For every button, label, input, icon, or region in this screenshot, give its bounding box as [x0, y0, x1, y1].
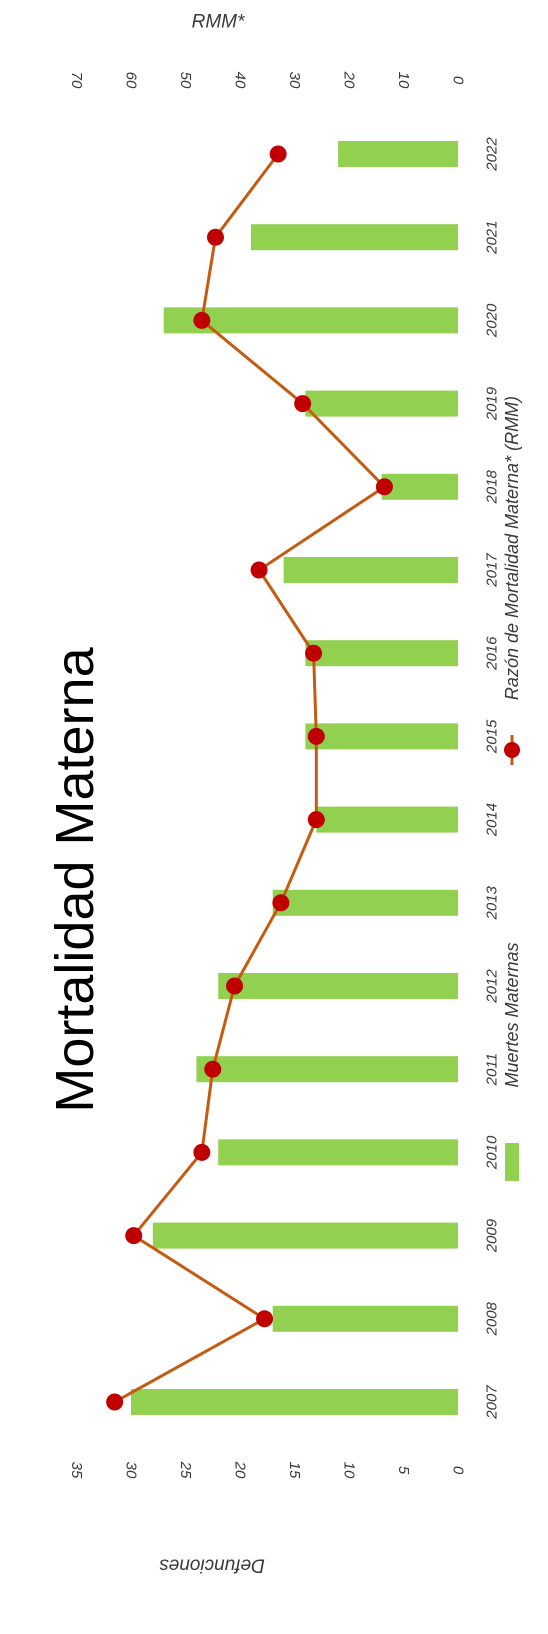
right-axis-tick-20: 20: [341, 71, 358, 89]
bar-2013: [272, 889, 458, 916]
rmm-point-2017: [250, 561, 268, 579]
bar-2014: [316, 806, 458, 833]
rmm-point-2010: [193, 1143, 211, 1161]
category-label-2019: 2019: [484, 386, 501, 421]
left-axis-tick-35: 35: [68, 1462, 85, 1479]
right-axis-tick-70: 70: [68, 72, 85, 89]
category-label-2008: 2008: [484, 1301, 501, 1336]
left-axis-title: Defunciones: [159, 1555, 265, 1576]
bar-2021: [250, 224, 458, 251]
category-label-2020: 2020: [484, 303, 501, 338]
rmm-point-2007: [106, 1393, 124, 1411]
bar-2008: [272, 1305, 458, 1332]
bar-2011: [196, 1056, 458, 1083]
right-axis-tick-50: 50: [177, 72, 194, 89]
bar-2009: [152, 1222, 459, 1249]
category-label-2011: 2011: [484, 1053, 501, 1086]
bar-2019: [305, 390, 458, 417]
category-label-2017: 2017: [484, 553, 501, 588]
rmm-point-2012: [226, 977, 244, 995]
rmm-point-2014: [307, 811, 325, 829]
right-axis-tick-40: 40: [232, 72, 249, 89]
rmm-point-2008: [256, 1310, 274, 1328]
rmm-point-2018: [375, 478, 393, 496]
legend-label-line: Razón de Mortalidad Materna* (RMM): [502, 396, 522, 700]
rmm-point-2019: [294, 395, 312, 413]
right-axis-title: RMM*: [192, 12, 245, 33]
rmm-line: [113, 153, 387, 1404]
rmm-point-2016: [305, 644, 323, 662]
left-axis-tick-10: 10: [341, 1462, 358, 1479]
bar-2007: [131, 1389, 458, 1415]
rmm-point-2020: [193, 311, 211, 329]
category-label-2016: 2016: [484, 636, 501, 671]
right-axis-tick-10: 10: [395, 72, 412, 89]
rmm-point-2011: [204, 1060, 222, 1078]
right-axis-tick-60: 60: [123, 72, 140, 89]
category-label-2009: 2009: [484, 1218, 501, 1253]
rmm-point-2021: [206, 228, 224, 246]
bar-2016: [305, 640, 458, 667]
category-label-2014: 2014: [484, 803, 501, 837]
rmm-point-2022: [269, 145, 287, 163]
left-axis-tick-0: 0: [450, 1466, 467, 1475]
rmm-point-2015: [307, 727, 325, 745]
bar-2018: [381, 473, 458, 500]
category-label-2022: 2022: [484, 137, 501, 172]
category-label-2007: 2007: [484, 1385, 501, 1420]
category-label-2010: 2010: [484, 1135, 501, 1170]
category-label-2018: 2018: [484, 469, 501, 504]
bar-2022: [338, 141, 458, 167]
left-axis-tick-20: 20: [232, 1461, 249, 1479]
category-label-2013: 2013: [484, 885, 501, 920]
bar-2017: [283, 557, 458, 583]
category-label-2015: 2015: [484, 719, 501, 754]
right-axis-tick-0: 0: [450, 76, 467, 85]
category-label-2012: 2012: [484, 969, 501, 1004]
rmm-point-2013: [272, 894, 290, 912]
legend-swatch-bars: [505, 1143, 519, 1181]
category-label-2021: 2021: [484, 221, 501, 255]
legend-swatch-marker: [504, 742, 520, 758]
right-axis-tick-30: 30: [286, 72, 303, 89]
bar-2012: [218, 973, 458, 999]
bar-2010: [218, 1139, 458, 1166]
left-axis-tick-30: 30: [123, 1462, 140, 1479]
left-axis-tick-25: 25: [177, 1461, 194, 1479]
bar-2015: [305, 723, 458, 750]
rmm-point-2009: [125, 1227, 143, 1245]
legend-label-bars: Muertes Maternas: [502, 942, 522, 1087]
left-axis-tick-15: 15: [286, 1462, 303, 1479]
left-axis-tick-5: 5: [395, 1466, 412, 1475]
